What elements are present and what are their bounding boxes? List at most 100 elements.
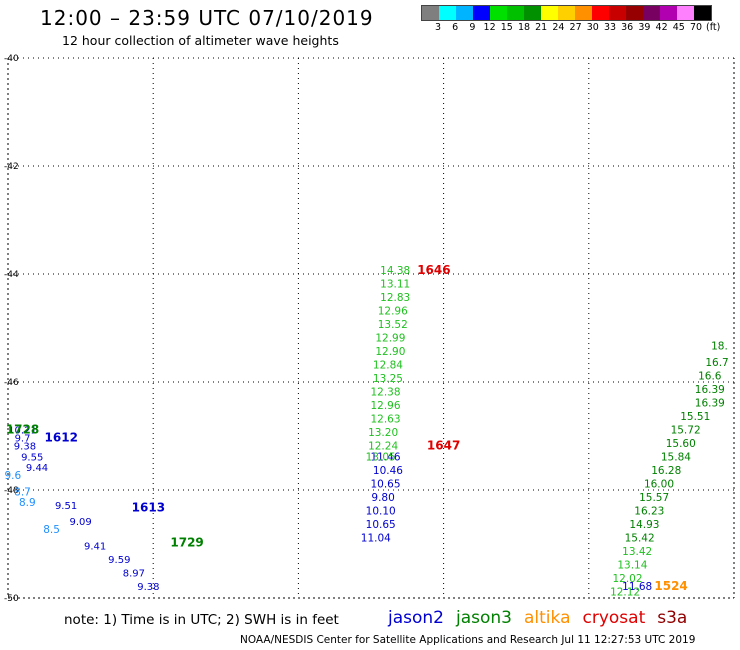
color-scale-label: 39: [638, 22, 651, 33]
color-swatch: [558, 6, 575, 20]
color-swatch: [677, 6, 694, 20]
data-point-label: 15.51: [680, 411, 710, 423]
footnote: note: 1) Time is in UTC; 2) SWH is in fe…: [64, 612, 339, 628]
color-swatch: [473, 6, 490, 20]
data-point-label: 11.68: [622, 581, 652, 593]
data-point-label: 18.: [711, 341, 728, 353]
data-point-label: 15.60: [666, 438, 696, 450]
color-scale-label: 12: [483, 22, 496, 33]
color-scale-label: 45: [672, 22, 685, 33]
track-value-label: 9.7: [15, 433, 31, 444]
track-value-label: 9.41: [84, 541, 106, 552]
legend-item-jason2: jason2: [388, 608, 444, 628]
color-scale-label: 30: [586, 22, 599, 33]
y-tick-label: -48: [4, 486, 19, 496]
color-scale-label: 21: [535, 22, 548, 33]
color-scale-label: 9: [469, 22, 476, 33]
satellite-legend: jason2 jason3 altika cryosat s3a: [388, 608, 699, 628]
credit-footer: NOAA/NESDIS Center for Satellite Applica…: [240, 634, 696, 646]
track-value-label: 9.44: [26, 463, 48, 474]
pass-time-label: 1729: [170, 536, 203, 550]
data-point-label: 13.14: [617, 559, 647, 571]
color-swatch: [439, 6, 456, 20]
color-scale-label: 6: [452, 22, 459, 33]
data-point-label: 10.65: [366, 519, 396, 531]
y-tick-label: -44: [4, 270, 19, 280]
track-value-label: 9.59: [108, 555, 130, 566]
color-scale-label: 42: [655, 22, 668, 33]
data-point-label: 13.25: [373, 373, 403, 385]
pass-time-label: 1524: [654, 579, 687, 593]
y-tick-label: -42: [4, 162, 19, 172]
data-point-label: 13.11: [380, 279, 410, 291]
data-point-label: 10.65: [370, 478, 400, 490]
data-point-label: 15.57: [639, 492, 669, 504]
data-point-label: 12.38: [370, 387, 400, 399]
data-point-label: 12.96: [370, 400, 400, 412]
color-scale-label: 18: [517, 22, 531, 33]
track-value-label: 9.51: [55, 501, 77, 512]
color-swatch: [660, 6, 677, 20]
color-scale-label: 70: [689, 22, 703, 33]
data-point-label: 8.9: [19, 497, 36, 509]
pass-time-label: 1728: [6, 422, 39, 436]
data-point-label: 12.99: [375, 333, 405, 345]
color-swatch: [456, 6, 473, 20]
data-point-label: 12.90: [375, 346, 405, 358]
data-point-label: 16.00: [644, 478, 674, 490]
color-swatch: [507, 6, 524, 20]
data-point-label: 12.84: [373, 360, 403, 372]
legend-item-cryosat: cryosat: [582, 608, 646, 628]
data-point-label: 11.04: [361, 532, 391, 544]
track-value-label: 9.09: [69, 517, 91, 528]
data-point-label: 12.12: [610, 586, 640, 598]
pass-time-label: 1613: [132, 501, 165, 515]
pass-time-label: 1647: [427, 439, 460, 453]
data-point-label: 12.24: [368, 441, 398, 453]
data-point-label: 13.42: [622, 546, 652, 558]
track-value-label: 9.55: [21, 452, 43, 463]
data-point-label: 9.80: [371, 492, 394, 504]
data-point-label: 12.02: [612, 573, 642, 585]
data-point-label: 12.96: [378, 306, 408, 318]
data-point-label: 16.39: [695, 397, 725, 409]
color-scale-label: 27: [569, 22, 582, 33]
color-scale-label: 3: [434, 22, 442, 33]
color-swatch: [694, 6, 711, 20]
color-scale-label: 24: [552, 22, 565, 33]
color-swatch: [541, 6, 558, 20]
color-swatch: [643, 6, 660, 20]
y-tick-label: -50: [4, 594, 19, 604]
data-point-label: 14.93: [629, 519, 659, 531]
data-point-label: 13.52: [378, 319, 408, 331]
chart-subtitle: 12 hour collection of altimeter wave hei…: [62, 33, 339, 48]
data-point-label: 14.38: [380, 265, 410, 277]
data-point-label: 15.42: [625, 532, 655, 544]
data-point-label: 11.46: [370, 451, 400, 463]
data-point-label: 16.39: [695, 384, 725, 396]
data-point-label: 10.10: [366, 505, 396, 517]
data-point-label: 13.20: [368, 427, 398, 439]
track-value-label: 8.97: [123, 568, 145, 579]
color-scale-label: (ft): [706, 22, 721, 33]
color-swatch: [592, 6, 609, 20]
color-swatch: [422, 6, 439, 20]
data-point-label: 13.05: [366, 451, 396, 463]
data-point-label: 15.72: [671, 424, 701, 436]
color-swatch: [626, 6, 643, 20]
color-swatch: [524, 6, 541, 20]
legend-item-jason3: jason3: [456, 608, 512, 628]
color-swatch: [490, 6, 507, 20]
color-scale-label: 33: [603, 22, 617, 33]
color-scale-label: 36: [621, 22, 634, 33]
data-point-label: 8.7: [14, 486, 31, 498]
data-point-label: 16.6: [698, 370, 722, 382]
y-tick-label: -40: [4, 54, 19, 64]
color-scale-label: 15: [500, 22, 513, 33]
legend-item-altika: altika: [524, 608, 571, 628]
data-point-label: 16.28: [651, 465, 681, 477]
data-point-label: 12.63: [370, 414, 400, 426]
pass-time-label: 1646: [417, 263, 450, 277]
track-value-label: 10.21: [8, 425, 37, 436]
color-swatch: [575, 6, 592, 20]
